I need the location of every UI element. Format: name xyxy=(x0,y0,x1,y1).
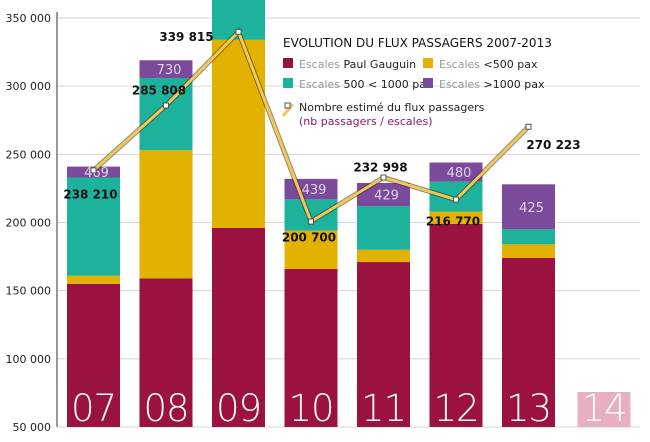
legend-swatch xyxy=(423,58,433,68)
year-label: 11 xyxy=(361,387,406,430)
escale-count-label: 425 xyxy=(519,201,544,216)
flux-point xyxy=(163,102,169,109)
flux-point xyxy=(308,218,314,225)
flux-value-label: 200 700 xyxy=(282,231,336,245)
bar-segment xyxy=(357,262,410,427)
legend-label: Escales 500 < 1000 pax xyxy=(299,78,433,91)
bar-segment xyxy=(357,206,410,250)
year-label: 12 xyxy=(433,387,478,430)
escale-count-label: 480 xyxy=(447,166,472,181)
legend-swatch xyxy=(283,58,293,68)
legend-swatch xyxy=(283,78,293,88)
legend-line-marker xyxy=(284,102,291,109)
year-label: 07 xyxy=(71,387,116,430)
legend: EVOLUTION DU FLUX PASSAGERS 2007-2013 Es… xyxy=(281,36,552,128)
bar-segment xyxy=(67,283,120,427)
escale-count-label: 439 xyxy=(302,183,327,198)
year-label: 09 xyxy=(216,387,261,430)
year-label: 08 xyxy=(143,387,188,430)
y-tick-label: 350 000 xyxy=(6,12,52,25)
escale-count-label: 469 xyxy=(84,166,109,181)
y-tick-label: 150 000 xyxy=(6,285,52,298)
y-axis: 50 000 100 000 150 000 200 000 250 000 300 00… xyxy=(6,12,58,434)
year-label: 10 xyxy=(288,387,333,430)
bar-segment xyxy=(502,244,555,258)
bar-segment xyxy=(357,182,410,207)
bar-segment xyxy=(212,39,265,228)
bar-segment xyxy=(139,60,193,78)
year-label: 14 xyxy=(581,387,626,430)
bar-segment xyxy=(139,150,193,279)
legend-label: Escales >1000 pax xyxy=(439,78,545,91)
legend-line-swatch xyxy=(281,103,295,117)
flux-value-label: 339 815 xyxy=(159,30,213,44)
flux-point xyxy=(380,174,387,181)
bar-segment xyxy=(502,184,555,230)
bar-segment xyxy=(212,227,265,427)
flux-point xyxy=(453,196,459,203)
flux-value-label: 216 770 xyxy=(426,215,480,229)
bar-segment xyxy=(502,229,555,245)
legend-line-label: Nombre estimé du flux passagers xyxy=(299,101,485,114)
flux-point xyxy=(235,28,242,35)
legend-label: Escales Paul Gauguin xyxy=(299,58,416,71)
escale-count-label: 730 xyxy=(157,63,182,78)
bar-segment xyxy=(357,249,410,263)
bar-segment xyxy=(429,162,483,182)
flux-line: 238 210 285 808 339 815 200 700 232 998 216 7… xyxy=(63,27,581,245)
flux-value-label: 270 223 xyxy=(526,138,580,152)
bar-segment xyxy=(67,275,120,284)
flux-value-label: 232 998 xyxy=(353,161,407,175)
legend-label: Escales <500 pax xyxy=(439,58,538,71)
escale-count-label: 429 xyxy=(374,189,399,204)
year-label: 13 xyxy=(506,387,551,430)
flux-point xyxy=(525,123,532,130)
bar-segment xyxy=(284,230,338,269)
y-tick-label: 100 000 xyxy=(6,353,52,366)
flux-value-label: 285 808 xyxy=(132,84,186,98)
bar-segment xyxy=(67,177,120,276)
legend-swatch xyxy=(423,78,433,88)
bar-segment xyxy=(429,211,483,224)
bar-segment xyxy=(139,278,193,427)
bar-segment xyxy=(284,268,338,427)
flux-point xyxy=(90,167,97,174)
chart-title: EVOLUTION DU FLUX PASSAGERS 2007-2013 xyxy=(283,36,552,50)
y-tick-label: 50 000 xyxy=(13,421,52,434)
y-tick-label: 300 000 xyxy=(6,80,52,93)
bar-segment xyxy=(502,257,555,427)
y-tick-label: 250 000 xyxy=(6,148,52,161)
legend-line-sublabel: (nb passagers / escales) xyxy=(299,115,433,128)
y-tick-label: 200 000 xyxy=(6,217,52,230)
bar-segment xyxy=(429,223,483,427)
flux-value-label: 238 210 xyxy=(63,187,117,201)
bar-placeholder xyxy=(577,392,631,427)
